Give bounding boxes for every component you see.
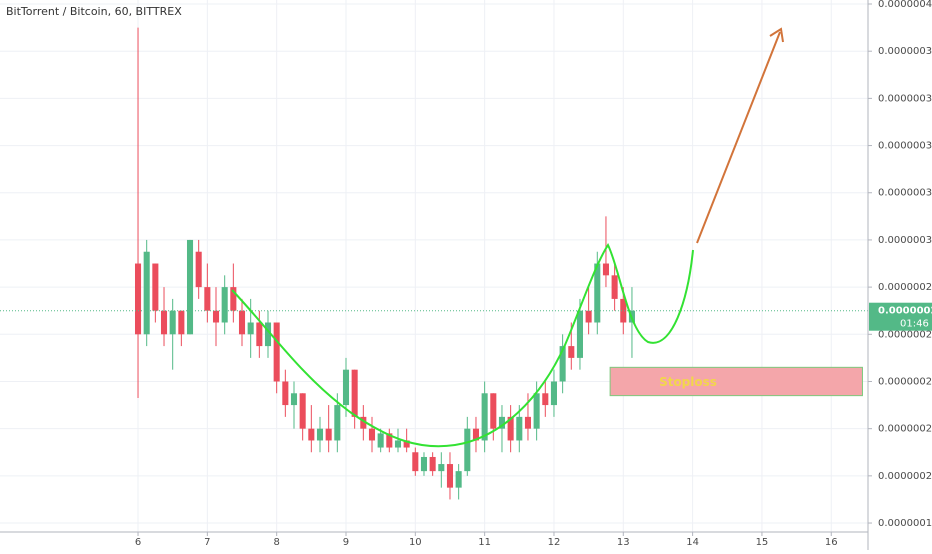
candle-body bbox=[568, 346, 575, 358]
candle-body bbox=[481, 393, 488, 441]
candle-body bbox=[420, 456, 428, 472]
last-price-label: 0.00000028 bbox=[878, 306, 932, 317]
candle-body bbox=[247, 322, 254, 335]
last-price-tag bbox=[869, 302, 932, 331]
candle-body bbox=[602, 263, 609, 276]
candle-body bbox=[342, 369, 350, 406]
y-tick-label: 0.00000039 bbox=[878, 46, 932, 57]
chart-title: BitTorrent / Bitcoin, 60, BITTREX bbox=[6, 5, 182, 18]
candle-body bbox=[160, 310, 168, 335]
x-tick-label: 8 bbox=[273, 537, 279, 548]
candle-body bbox=[524, 416, 532, 429]
candle-body bbox=[377, 433, 384, 448]
candle-body bbox=[559, 346, 566, 382]
candle-body bbox=[195, 251, 202, 288]
candle-body bbox=[490, 393, 497, 429]
y-tick-label: 0.00000023 bbox=[878, 424, 932, 435]
candle-body bbox=[585, 310, 592, 323]
candle-body bbox=[221, 287, 228, 323]
candle-body bbox=[620, 298, 627, 323]
candle-body bbox=[516, 416, 523, 441]
candle-body bbox=[299, 393, 306, 429]
x-tick-label: 16 bbox=[825, 537, 838, 548]
y-tick-label: 0.00000025 bbox=[878, 376, 932, 387]
candle-body bbox=[351, 369, 358, 417]
candle-body bbox=[143, 251, 150, 335]
candle-body bbox=[256, 322, 263, 347]
candle-body bbox=[152, 263, 159, 311]
y-tick-label: 0.00000019 bbox=[878, 518, 932, 529]
stoploss-label: Stoploss bbox=[659, 375, 717, 389]
x-tick-label: 14 bbox=[686, 537, 699, 548]
candle-body bbox=[550, 381, 557, 406]
candle-body bbox=[533, 393, 540, 429]
y-tick-label: 0.00000037 bbox=[878, 93, 932, 104]
candle-body bbox=[169, 310, 176, 335]
y-tick-label: 0.00000041 bbox=[878, 0, 932, 10]
x-tick-label: 15 bbox=[756, 537, 769, 548]
grid bbox=[0, 0, 868, 532]
candle-body bbox=[186, 239, 194, 335]
candle-body bbox=[611, 275, 618, 299]
y-tick-label: 0.00000027 bbox=[878, 329, 932, 340]
candle-body bbox=[594, 263, 601, 323]
candle-body bbox=[403, 440, 410, 448]
candle-body bbox=[334, 405, 341, 441]
target-arrow bbox=[696, 31, 781, 244]
candle-body bbox=[178, 310, 185, 335]
candle-body bbox=[394, 440, 402, 448]
candle-body bbox=[464, 428, 471, 472]
candle-body bbox=[308, 428, 315, 441]
candle-body bbox=[576, 310, 583, 358]
x-tick-label: 9 bbox=[343, 537, 349, 548]
x-tick-label: 13 bbox=[617, 537, 630, 548]
candle-body bbox=[325, 428, 332, 441]
arrow-head bbox=[769, 27, 784, 43]
x-tick-label: 7 bbox=[204, 537, 210, 548]
candle-body bbox=[455, 471, 462, 488]
y-tick-label: 0.00000029 bbox=[878, 282, 932, 293]
candle-body bbox=[134, 263, 142, 335]
candle-body bbox=[498, 416, 506, 429]
y-tick-label: 0.00000021 bbox=[878, 471, 932, 482]
candle-body bbox=[290, 393, 298, 406]
candle-body bbox=[507, 416, 514, 441]
candle-body bbox=[204, 287, 211, 311]
x-tick-label: 6 bbox=[135, 537, 141, 548]
candle-body bbox=[238, 310, 246, 335]
candle-body bbox=[368, 428, 376, 441]
x-tick-label: 12 bbox=[548, 537, 561, 548]
candle-body bbox=[542, 393, 549, 406]
cup-curve bbox=[231, 242, 694, 448]
candle-body bbox=[282, 381, 289, 406]
candle-body bbox=[212, 310, 220, 323]
candle-body bbox=[264, 322, 272, 347]
candle-body bbox=[438, 464, 445, 472]
countdown: 01:46 bbox=[900, 319, 929, 330]
candle-body bbox=[429, 456, 436, 472]
y-tick-label: 0.00000035 bbox=[878, 141, 932, 152]
y-tick-label: 0.00000031 bbox=[878, 235, 932, 246]
stoploss-box bbox=[609, 366, 863, 397]
x-tick-label: 11 bbox=[478, 537, 491, 548]
x-tick-label: 10 bbox=[409, 537, 422, 548]
candle-body bbox=[360, 416, 367, 429]
candle-body bbox=[273, 322, 280, 382]
y-tick-label: 0.00000033 bbox=[878, 188, 932, 199]
candle-body bbox=[316, 428, 324, 441]
candle-body bbox=[446, 464, 454, 488]
candle-body bbox=[412, 452, 419, 472]
candle-body bbox=[230, 287, 237, 311]
candle-body bbox=[472, 428, 480, 441]
candle-body bbox=[386, 433, 393, 448]
